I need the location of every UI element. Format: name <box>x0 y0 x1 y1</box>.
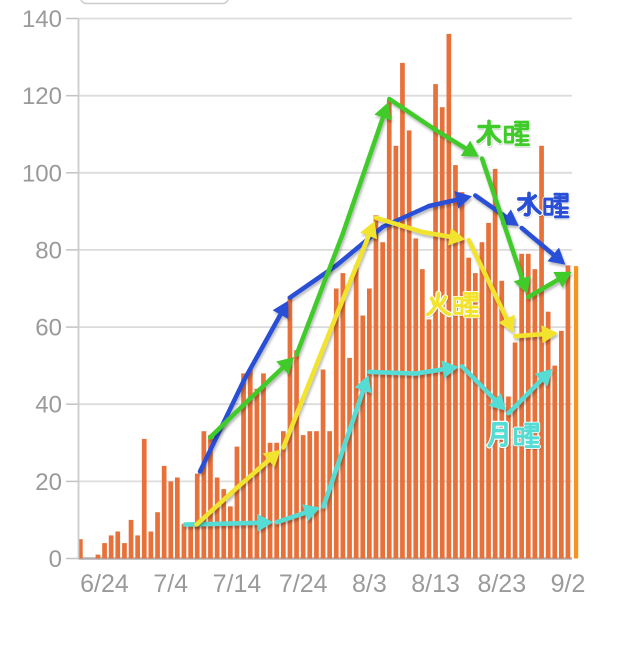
svg-text:7/14: 7/14 <box>213 570 262 598</box>
svg-text:8/3: 8/3 <box>352 570 387 598</box>
svg-text:0: 0 <box>49 546 62 573</box>
svg-text:6/24: 6/24 <box>80 570 129 598</box>
svg-text:40: 40 <box>35 392 62 419</box>
svg-text:8/13: 8/13 <box>411 570 460 598</box>
svg-text:100: 100 <box>22 160 62 187</box>
svg-text:80: 80 <box>35 237 62 264</box>
svg-text:120: 120 <box>22 83 62 110</box>
svg-text:140: 140 <box>22 6 62 33</box>
svg-text:7/4: 7/4 <box>153 570 188 598</box>
svg-text:20: 20 <box>35 469 62 496</box>
svg-text:7/24: 7/24 <box>279 570 328 598</box>
svg-text:9/2: 9/2 <box>551 570 586 598</box>
svg-text:8/23: 8/23 <box>477 570 526 598</box>
svg-text:60: 60 <box>35 315 62 342</box>
